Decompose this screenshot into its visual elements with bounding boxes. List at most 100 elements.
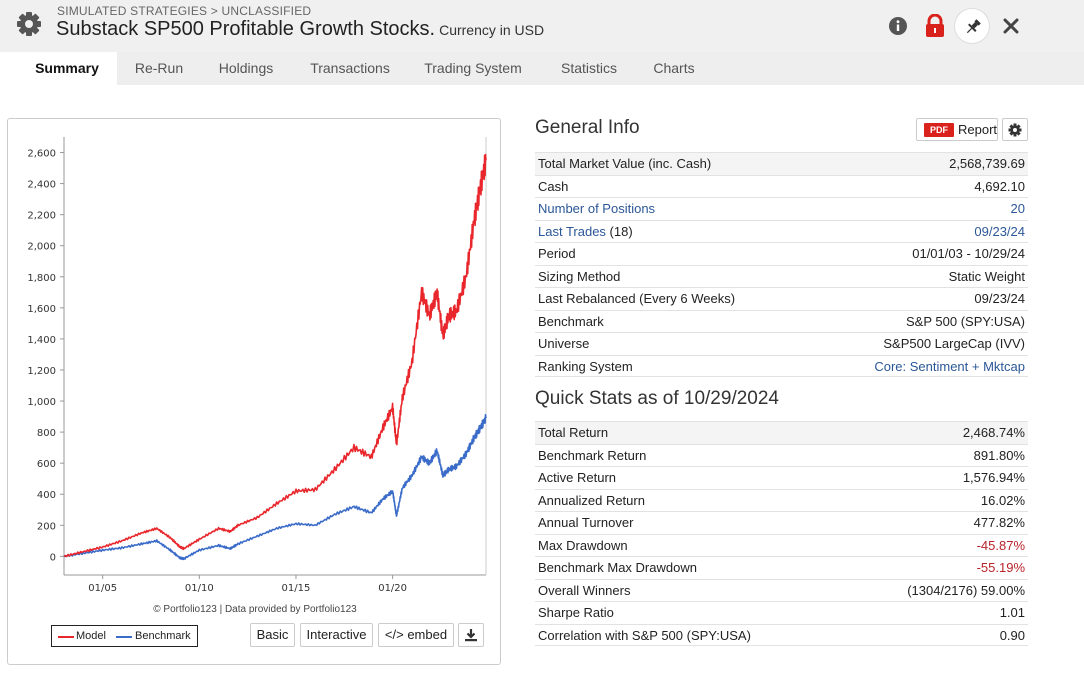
last-trades-date-link[interactable]: 09/23/24 [974, 223, 1025, 239]
row-label: Benchmark Return [538, 447, 647, 463]
tab-trading-system[interactable]: Trading System [424, 60, 522, 76]
tab-statistics[interactable]: Statistics [560, 60, 617, 76]
row-label: Sharpe Ratio [538, 605, 614, 620]
table-row: Ranking System Core: Sentiment + Mktcap [535, 354, 1028, 377]
last-trades-link[interactable]: Last Trades [538, 223, 606, 239]
row-label: Last Rebalanced (Every 6 Weeks) [538, 291, 736, 306]
row-label: Ranking System [538, 358, 633, 374]
table-row: Active Return 1,576.94% [535, 466, 1028, 489]
x-tick-label: 01/20 [378, 583, 407, 594]
gear-icon [1008, 123, 1022, 137]
y-tick-label: 2,400 [27, 180, 56, 191]
legend-model-label[interactable]: Model [76, 630, 106, 642]
tab-bar: Summary Re-Run Holdings Transactions Tra… [17, 52, 1084, 85]
row-label: Universe [538, 336, 590, 351]
row-value: 2,468.74% [962, 425, 1025, 440]
breadcrumb: SIMULATED STRATEGIES > UNCLASSIFIED [57, 4, 312, 18]
tab-holdings[interactable]: Holdings [218, 60, 274, 76]
row-label: Benchmark [538, 313, 604, 329]
table-row: Max Drawdown -45.87% [535, 533, 1028, 557]
gear-icon[interactable] [14, 9, 44, 39]
tab-charts[interactable]: Charts [653, 60, 695, 76]
table-row: Correlation with S&P 500 (SPY:USA) 0.90 [535, 623, 1028, 646]
legend-benchmark-label[interactable]: Benchmark [135, 630, 191, 642]
page-title: Substack SP500 Profitable Growth Stocks. [56, 18, 436, 40]
legend-benchmark-swatch [116, 636, 132, 638]
interactive-chart-button[interactable]: Interactive [300, 623, 373, 647]
quick-stats-table: Total Return 2,468.74% Benchmark Return 89… [535, 421, 1028, 646]
table-row: Sizing Method Static Weight [535, 264, 1028, 288]
chart-legend: Model Benchmark [51, 625, 198, 647]
row-value: 0.90 [999, 627, 1025, 643]
embed-button[interactable]: </> embed [378, 623, 454, 647]
table-row: Annualized Return 16.02% [535, 488, 1028, 512]
y-tick-label: 1,000 [27, 397, 56, 408]
tab-transactions[interactable]: Transactions [310, 60, 390, 76]
table-row: Last Rebalanced (Every 6 Weeks) 09/23/24 [535, 287, 1028, 310]
table-row: Period 01/01/03 - 10/29/24 [535, 242, 1028, 265]
tab-summary[interactable]: Summary [17, 52, 117, 85]
row-label: Benchmark Max Drawdown [538, 560, 697, 575]
x-tick-label: 01/10 [185, 583, 214, 594]
currency-note: Currency in USD [439, 22, 545, 38]
last-trades-count: (18) [605, 223, 633, 239]
row-label: Total Market Value (inc. Cash) [538, 156, 712, 171]
x-tick-label: 01/15 [282, 583, 311, 594]
row-value: 1.01 [999, 605, 1025, 620]
row-value: 4,692.10 [974, 178, 1025, 194]
page-header: SIMULATED STRATEGIES > UNCLASSIFIED Subs… [0, 0, 1084, 52]
row-value: 16.02% [980, 492, 1025, 508]
row-label: Active Return [538, 470, 617, 485]
series-benchmark-line [63, 413, 487, 561]
y-tick-label: 0 [50, 552, 56, 563]
row-label: Sizing Method [538, 268, 621, 284]
row-label: Cash [538, 178, 569, 194]
row-value: (1304/2176) 59.00% [907, 582, 1025, 598]
y-tick-label: 600 [37, 459, 56, 470]
row-label: Overall Winners [538, 582, 631, 598]
info-icon[interactable] [888, 16, 908, 36]
y-tick-label: 800 [37, 428, 56, 439]
general-info-title: General Info [535, 117, 640, 138]
row-value: 477.82% [973, 515, 1025, 530]
table-row: Cash 4,692.10 [535, 174, 1028, 198]
download-button[interactable] [458, 623, 484, 647]
number-of-positions-link[interactable]: Number of Positions [538, 201, 656, 216]
quick-stats-title: Quick Stats as of 10/29/2024 [535, 388, 779, 409]
table-row: Number of Positions 20 [535, 197, 1028, 220]
y-tick-label: 2,000 [27, 242, 56, 253]
row-value: S&P 500 (SPY:USA) [906, 313, 1025, 329]
ranking-system-link[interactable]: Core: Sentiment + Mktcap [874, 358, 1025, 374]
row-value: S&P500 LargeCap (IVV) [883, 336, 1025, 351]
y-tick-label: 2,200 [27, 211, 56, 222]
table-row: Universe S&P500 LargeCap (IVV) [535, 332, 1028, 355]
row-label: Total Return [538, 425, 609, 440]
report-settings-button[interactable] [1002, 118, 1028, 141]
table-row: Last Trades (18) 09/23/24 [535, 219, 1028, 243]
pin-icon[interactable] [954, 8, 990, 44]
y-tick-label: 1,800 [27, 273, 56, 284]
y-tick-label: 1,400 [27, 335, 56, 346]
table-row: Overall Winners (1304/2176) 59.00% [535, 578, 1028, 602]
row-value: 01/01/03 - 10/29/24 [912, 246, 1025, 261]
row-label: Annualized Return [538, 492, 645, 508]
row-value: Static Weight [948, 268, 1025, 284]
close-icon[interactable] [1002, 17, 1020, 35]
row-value: -55.19% [976, 560, 1025, 575]
lock-icon[interactable] [924, 13, 946, 38]
positions-count-link[interactable]: 20 [1010, 201, 1025, 216]
basic-chart-button[interactable]: Basic [250, 623, 295, 647]
pdf-report-button[interactable]: PDF Report [916, 118, 998, 141]
performance-chart-panel: 0 200 400 600 800 1,000 1,200 1,400 1,600 1,800 2,… [7, 118, 501, 665]
legend-model-swatch [58, 636, 74, 638]
y-tick-label: 2,600 [27, 149, 56, 160]
row-value: 09/23/24 [974, 291, 1025, 306]
performance-chart[interactable]: 0 200 400 600 800 1,000 1,200 1,400 1,600 1,800 2,… [8, 119, 502, 599]
download-icon [465, 629, 477, 642]
row-label: Last Trades (18) [538, 224, 633, 239]
pdf-icon: PDF [924, 123, 954, 137]
row-label: Period [538, 246, 576, 261]
y-tick-label: 1,200 [27, 366, 56, 377]
tab-re-run[interactable]: Re-Run [134, 60, 184, 76]
row-label: Annual Turnover [538, 515, 634, 530]
